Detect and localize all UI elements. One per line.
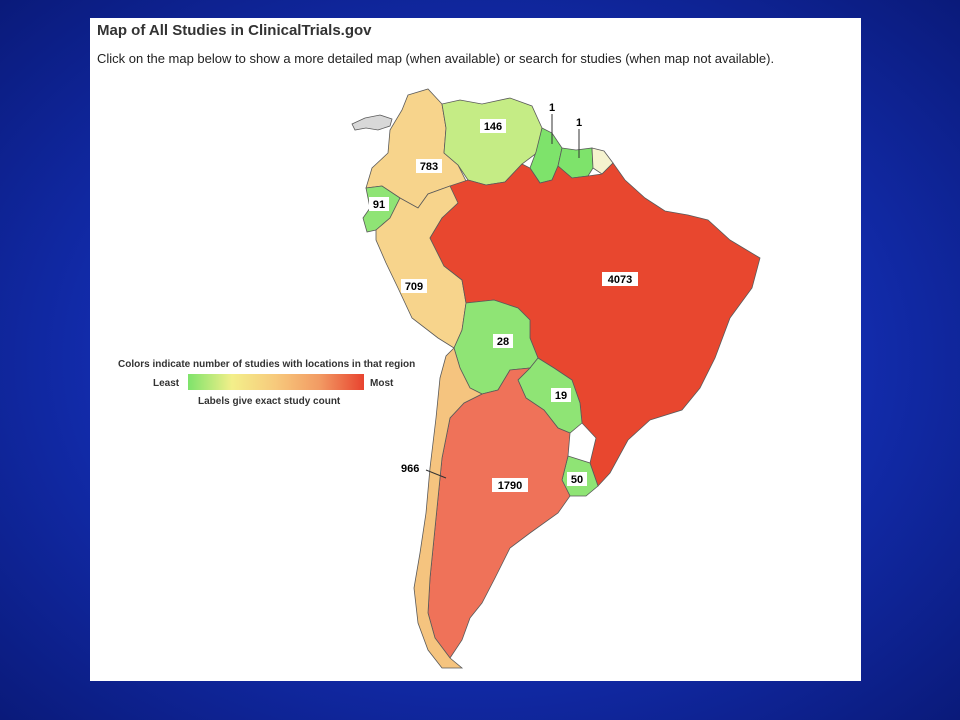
country-label-uruguay: 50 bbox=[567, 472, 587, 486]
country-label-ecuador: 91 bbox=[369, 197, 389, 211]
legend-least-label: Least bbox=[153, 378, 180, 389]
country-label-bolivia: 28 bbox=[493, 334, 513, 348]
map-legend: Colors indicate number of studies with l… bbox=[118, 359, 415, 407]
legend-most-label: Most bbox=[370, 378, 394, 389]
svg-text:91: 91 bbox=[373, 199, 385, 211]
country-label-suriname: 1 bbox=[576, 117, 582, 158]
svg-text:1: 1 bbox=[576, 117, 582, 129]
country-label-venezuela: 146 bbox=[480, 119, 506, 133]
legend-gradient-bar bbox=[188, 374, 364, 390]
country-label-guyana: 1 bbox=[549, 102, 555, 144]
page-title: Map of All Studies in ClinicalTrials.gov bbox=[97, 22, 372, 39]
country-chile[interactable] bbox=[413, 347, 483, 669]
svg-text:783: 783 bbox=[420, 161, 438, 173]
svg-text:146: 146 bbox=[484, 121, 502, 133]
svg-text:28: 28 bbox=[497, 336, 509, 348]
country-panama bbox=[351, 114, 393, 131]
country-label-argentina: 1790 bbox=[492, 478, 528, 492]
page-subtitle: Click on the map below to show a more de… bbox=[97, 51, 775, 66]
south-america-map: 4073 1790 783 709 146 91 28 19 bbox=[118, 88, 761, 669]
country-label-paraguay: 19 bbox=[551, 388, 571, 402]
svg-text:4073: 4073 bbox=[608, 274, 632, 286]
country-label-brazil: 4073 bbox=[602, 272, 638, 286]
svg-text:1: 1 bbox=[549, 102, 555, 114]
country-label-peru: 709 bbox=[401, 279, 427, 293]
svg-text:966: 966 bbox=[401, 463, 419, 475]
country-label-colombia: 783 bbox=[416, 159, 442, 173]
map-panel: Map of All Studies in ClinicalTrials.gov… bbox=[90, 18, 861, 681]
svg-text:50: 50 bbox=[571, 474, 583, 486]
svg-text:19: 19 bbox=[555, 390, 567, 402]
svg-text:709: 709 bbox=[405, 281, 423, 293]
legend-heading: Colors indicate number of studies with l… bbox=[118, 359, 415, 370]
legend-note: Labels give exact study count bbox=[198, 396, 341, 407]
country-label-chile: 966 bbox=[401, 463, 447, 479]
svg-text:1790: 1790 bbox=[498, 480, 522, 492]
